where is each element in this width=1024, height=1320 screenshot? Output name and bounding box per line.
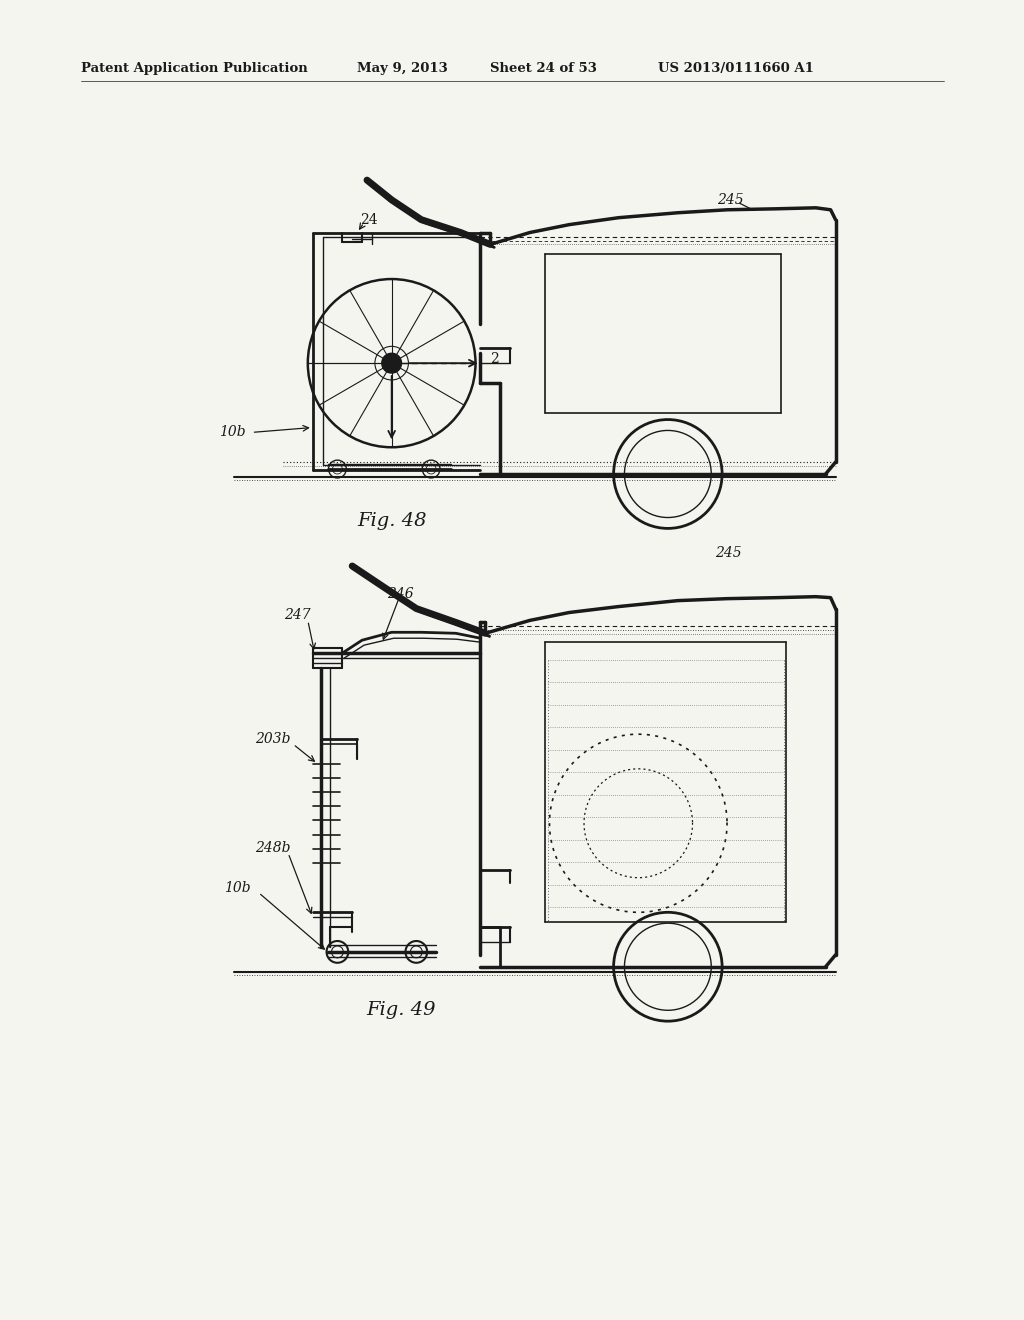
Text: 10b: 10b — [219, 425, 246, 440]
Text: Sheet 24 of 53: Sheet 24 of 53 — [490, 62, 597, 75]
Text: 245: 245 — [715, 546, 741, 560]
Text: Patent Application Publication: Patent Application Publication — [81, 62, 307, 75]
Text: 246: 246 — [387, 586, 414, 601]
Circle shape — [382, 354, 401, 374]
Text: 247: 247 — [284, 609, 310, 623]
Text: 24: 24 — [360, 213, 378, 227]
Text: Fig. 48: Fig. 48 — [357, 512, 426, 529]
Text: Fig. 49: Fig. 49 — [367, 1002, 436, 1019]
Text: 2: 2 — [490, 352, 499, 366]
Text: US 2013/0111660 A1: US 2013/0111660 A1 — [658, 62, 814, 75]
Text: 245: 245 — [717, 193, 743, 207]
Text: 203b: 203b — [256, 733, 291, 746]
Text: May 9, 2013: May 9, 2013 — [357, 62, 447, 75]
Text: 248b: 248b — [256, 841, 291, 855]
Text: 10b: 10b — [224, 880, 251, 895]
